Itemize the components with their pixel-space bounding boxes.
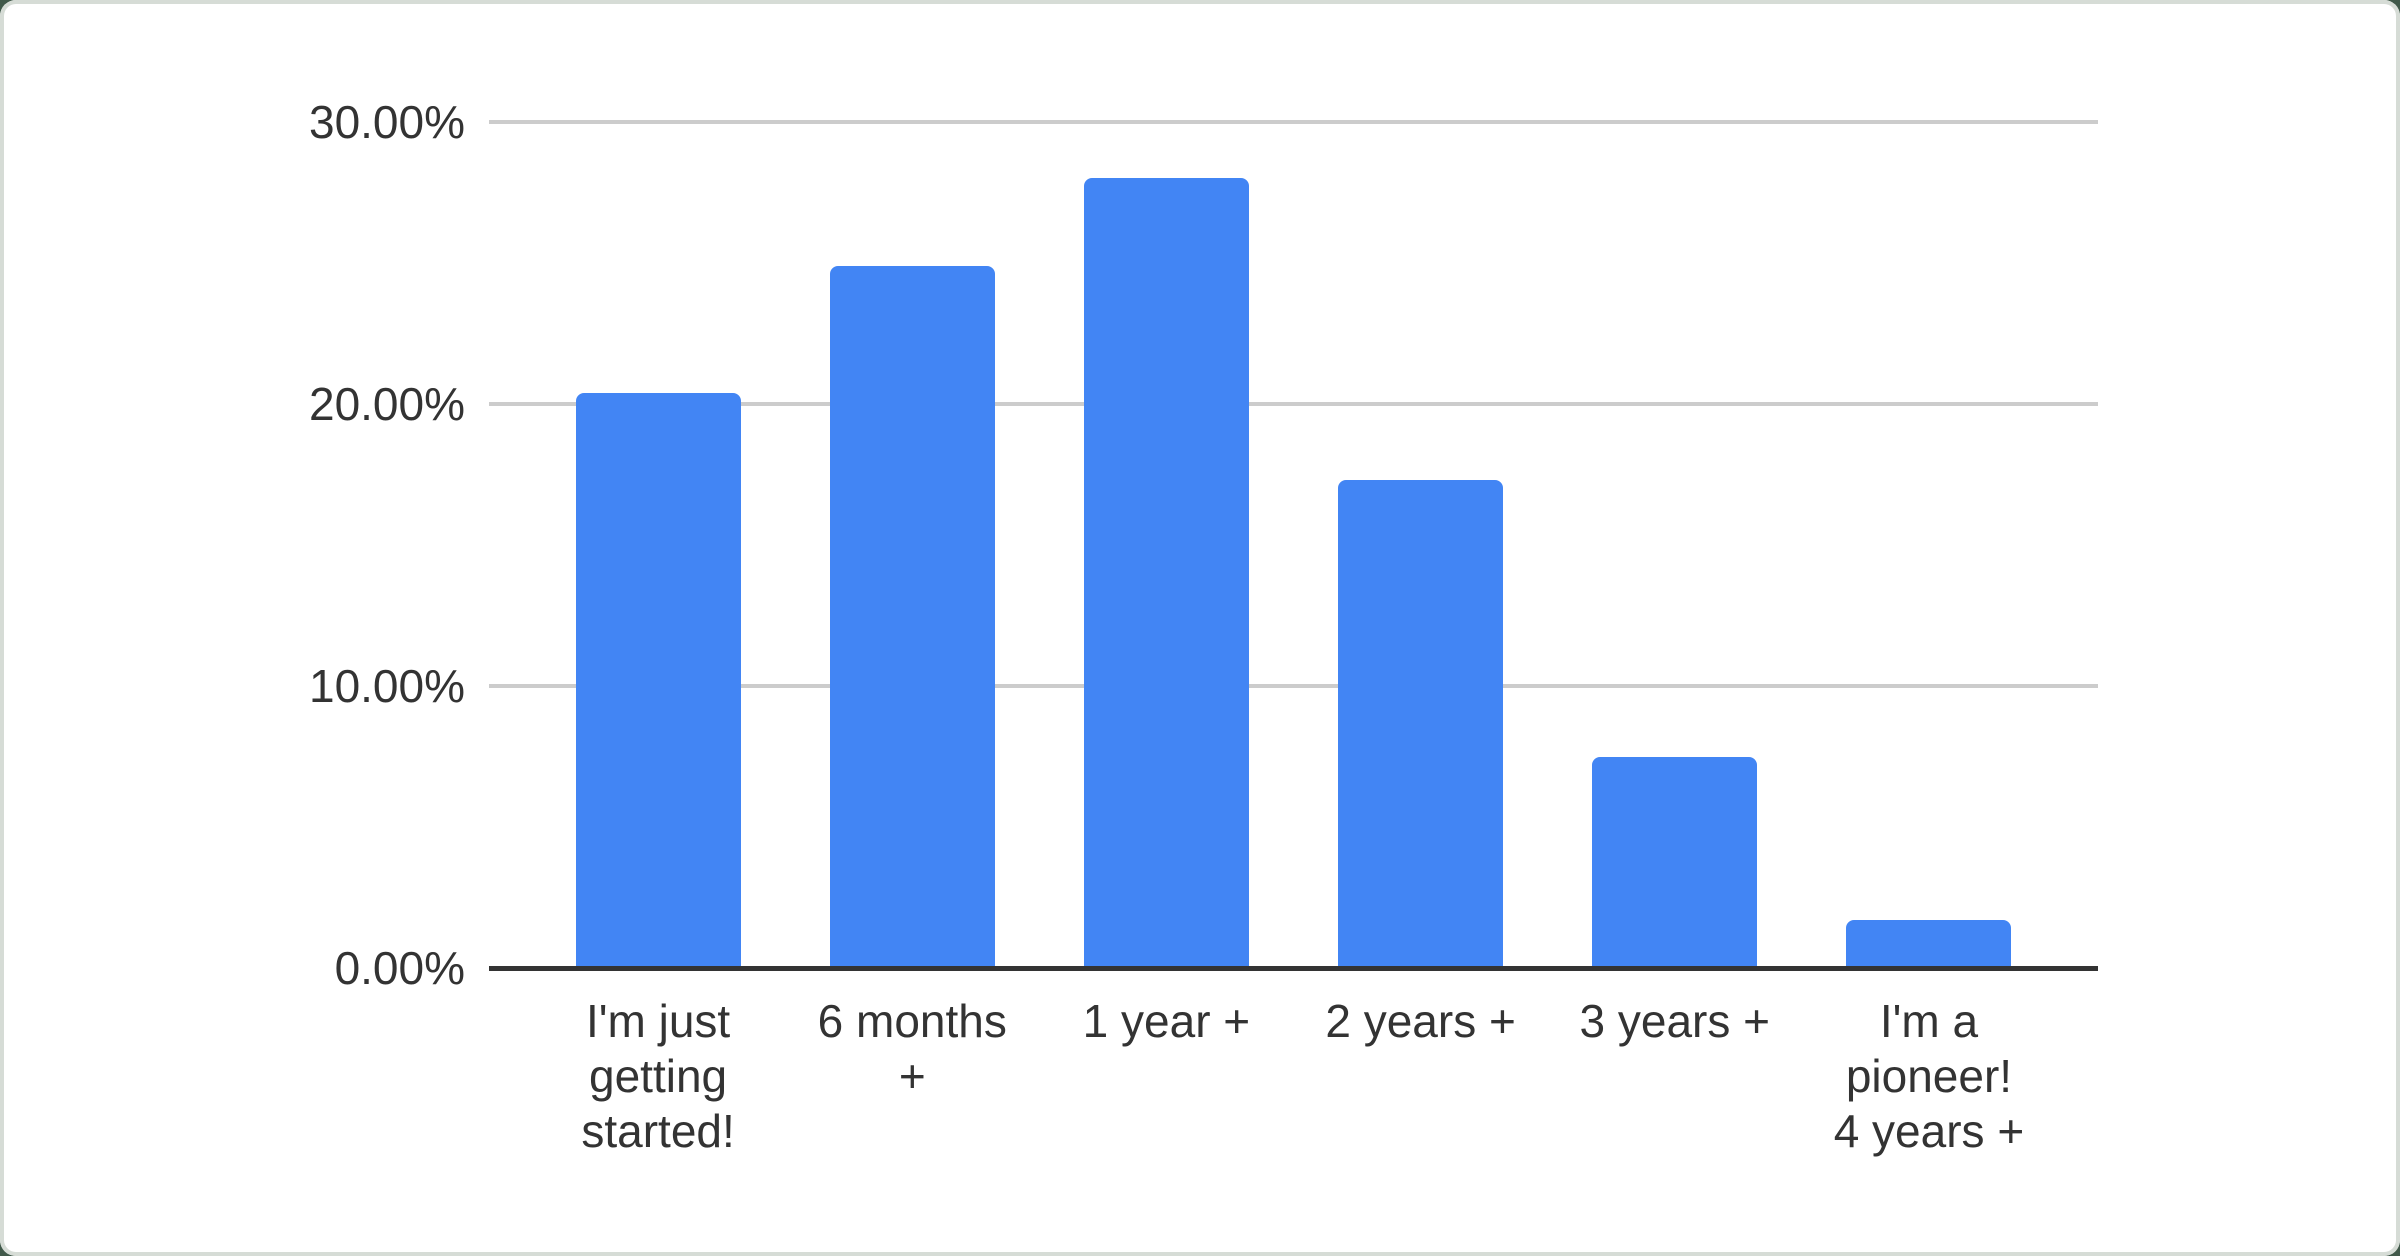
gridline <box>489 684 2098 688</box>
x-axis-category-labels: I'm just getting started! 6 months + 1 year +… <box>489 994 2098 1159</box>
bar <box>575 392 741 968</box>
bar <box>1338 480 1504 968</box>
bar <box>829 265 995 968</box>
x-axis-label: I'm just getting started! <box>581 995 735 1157</box>
y-axis-tick-label: 20.00% <box>308 378 465 430</box>
bar-chart-plot-area <box>489 120 2098 971</box>
y-axis-tick-label: 30.00% <box>308 96 465 148</box>
x-axis-label: 2 years + <box>1325 995 1516 1047</box>
y-axis-tick-label: 10.00% <box>308 660 465 712</box>
bar-slot <box>785 265 1039 968</box>
x-axis-baseline <box>489 966 2098 971</box>
bar <box>1592 756 1758 968</box>
x-axis-label: 3 years + <box>1579 995 1771 1047</box>
bar-slot <box>1039 178 1293 968</box>
x-axis-label: I'm a pioneer! 4 years + <box>1833 995 2025 1157</box>
x-axis-label: 1 year + <box>1082 995 1251 1047</box>
x-axis-label: 6 months + <box>817 995 1007 1102</box>
bar <box>1846 920 2012 968</box>
bar-slot <box>1802 920 2056 968</box>
bar-slot <box>1294 480 1548 968</box>
bar-slot <box>1548 756 1802 968</box>
gridline <box>489 120 2098 124</box>
bar-slot <box>531 392 785 968</box>
gridline <box>489 402 2098 406</box>
y-axis-tick-label: 0.00% <box>334 942 465 994</box>
bar <box>1083 178 1249 968</box>
bar-series <box>489 122 2098 968</box>
